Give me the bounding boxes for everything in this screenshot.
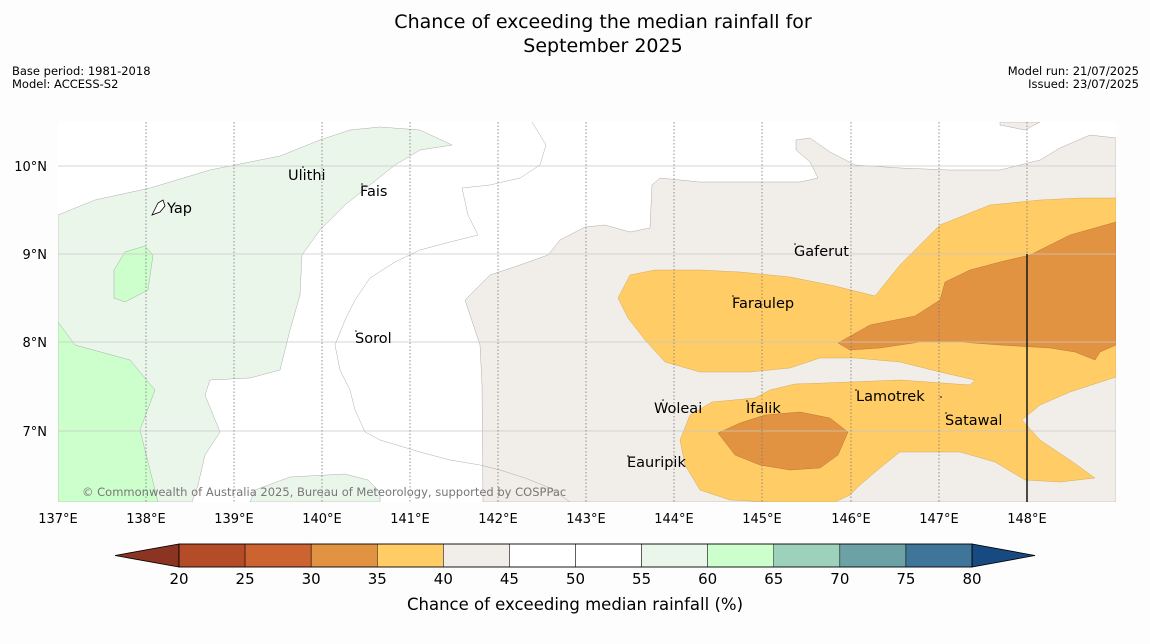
colorbar-tick-label: 45 xyxy=(500,570,519,588)
place-label: Faraulep xyxy=(732,296,794,312)
region-30-35-south xyxy=(717,411,849,471)
lon-label: 144°E xyxy=(654,512,694,527)
region-40-45-top xyxy=(999,122,1041,131)
colorbar-segment xyxy=(509,543,576,568)
colorbar-tick-label: 75 xyxy=(896,570,915,588)
colorbar-tick-label: 50 xyxy=(566,570,585,588)
place-label: Ifalik xyxy=(746,401,781,417)
meta-left: Base period: 1981-2018 Model: ACCESS-S2 xyxy=(12,65,151,91)
place-label: Sorol xyxy=(355,331,392,347)
title-line-2: September 2025 xyxy=(523,35,683,57)
lon-label: 138°E xyxy=(126,512,166,527)
model-run-text: Model run: 21/07/2025 xyxy=(1007,64,1139,78)
colorbar-segment xyxy=(641,543,708,568)
place-label: Gaferut xyxy=(794,244,849,260)
colorbar-tick-label: 30 xyxy=(302,570,321,588)
copyright-text: © Commonwealth of Australia 2025, Bureau… xyxy=(82,485,566,499)
region-60-65-west xyxy=(58,321,159,502)
model-text: Model: ACCESS-S2 xyxy=(12,77,119,91)
colorbar-tick-label: 40 xyxy=(434,570,453,588)
meta-right: Model run: 21/07/2025 Issued: 23/07/2025 xyxy=(1008,65,1139,91)
issued-text: Issued: 23/07/2025 xyxy=(1028,77,1139,91)
longitude-labels: 137°E 138°E 139°E 140°E 141°E 142°E 143°… xyxy=(38,512,1047,527)
contour-line-50 xyxy=(334,122,571,502)
colorbar-tick-label: 55 xyxy=(632,570,651,588)
lon-label: 148°E xyxy=(1007,512,1047,527)
colorbar-label: Chance of exceeding median rainfall (%) xyxy=(407,595,743,614)
colorbar-segment xyxy=(707,543,775,568)
region-55-60-south xyxy=(249,473,381,502)
colorbar-frame xyxy=(178,543,973,568)
colorbar-segment xyxy=(773,543,841,568)
lon-label: 140°E xyxy=(302,512,342,527)
place-label: Satawal xyxy=(945,413,1002,429)
colorbar-segment xyxy=(839,543,907,568)
place-labels: Ulithi Fais Yap Gaferut Faraulep Sorol L… xyxy=(166,168,1002,471)
place-label: Woleai xyxy=(654,401,702,417)
colorbar: 20 25 30 35 40 45 50 55 60 65 70 75 80 xyxy=(114,543,1036,588)
title-line-1: Chance of exceeding the median rainfall … xyxy=(394,11,812,33)
colorbar-segment xyxy=(178,543,246,568)
latitude-labels: 10°N 9°N 8°N 7°N xyxy=(14,160,47,440)
base-period-text: Base period: 1981-2018 xyxy=(12,64,151,78)
colorbar-segment xyxy=(443,543,510,568)
place-label: Ulithi xyxy=(288,168,326,184)
place-label: Lamotrek xyxy=(856,389,925,405)
colorbar-tick-label: 25 xyxy=(236,570,255,588)
colorbar-segment xyxy=(377,543,444,568)
colorbar-tick-label: 20 xyxy=(169,570,188,588)
lon-label: 139°E xyxy=(214,512,254,527)
lon-label: 146°E xyxy=(831,512,871,527)
island-markers xyxy=(151,166,947,457)
colorbar-segment xyxy=(244,543,312,568)
lon-label: 145°E xyxy=(742,512,782,527)
colorbar-segment xyxy=(575,543,642,568)
place-label: Yap xyxy=(166,201,192,217)
lon-label: 143°E xyxy=(566,512,606,527)
map-area: Ulithi Fais Yap Gaferut Faraulep Sorol L… xyxy=(58,122,1116,502)
colorbar-tick-label: 70 xyxy=(830,570,849,588)
colorbar-tick-label: 35 xyxy=(368,570,387,588)
region-60-65-yap-south xyxy=(113,245,154,303)
lat-label: 10°N xyxy=(14,160,47,175)
colorbar-tick-label: 60 xyxy=(698,570,717,588)
lon-label: 137°E xyxy=(38,512,78,527)
colorbar-segment xyxy=(310,543,378,568)
colorbar-tick-label: 80 xyxy=(962,570,981,588)
region-55-60-west xyxy=(58,126,453,502)
lon-label: 147°E xyxy=(919,512,959,527)
map-title: Chance of exceeding the median rainfall … xyxy=(0,10,1150,58)
colorbar-under-arrow xyxy=(114,543,180,568)
place-label: Eauripik xyxy=(627,455,686,471)
lat-label: 8°N xyxy=(23,336,48,351)
lat-label: 9°N xyxy=(23,248,48,263)
colorbar-segment xyxy=(905,543,973,568)
colorbar-over-arrow xyxy=(971,543,1036,568)
place-label: Fais xyxy=(360,184,387,200)
yap-island-icon xyxy=(151,199,166,216)
lon-label: 141°E xyxy=(390,512,430,527)
lon-label: 142°E xyxy=(478,512,518,527)
lat-label: 7°N xyxy=(23,425,48,440)
colorbar-tick-label: 65 xyxy=(764,570,783,588)
